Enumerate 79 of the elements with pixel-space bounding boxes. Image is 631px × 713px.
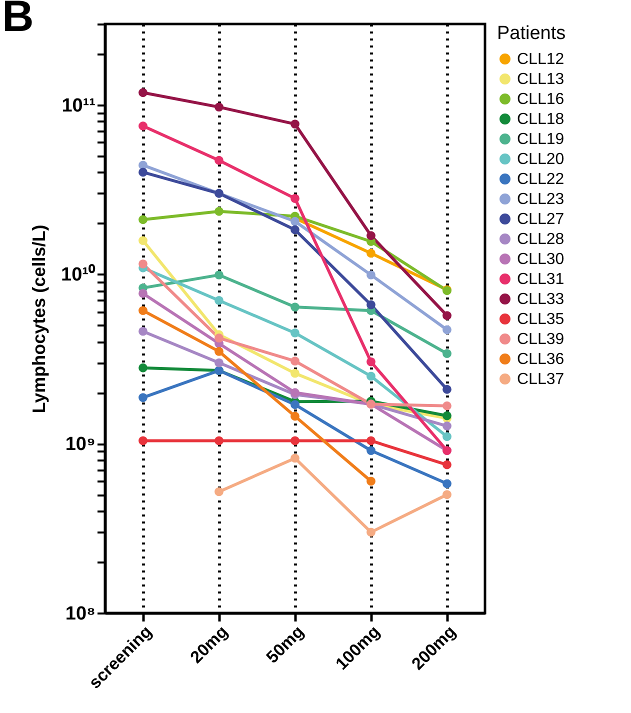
point — [442, 460, 452, 470]
point — [290, 412, 300, 421]
point — [214, 102, 224, 112]
point — [366, 528, 376, 537]
point — [214, 156, 224, 165]
legend-label: CLL13 — [517, 71, 564, 88]
text: B — [2, 0, 34, 42]
point — [214, 436, 224, 446]
point — [290, 356, 300, 366]
point — [138, 168, 148, 177]
point — [290, 194, 300, 203]
point — [442, 422, 452, 430]
point — [290, 328, 300, 338]
legend-label: CLL27 — [517, 211, 564, 228]
point — [138, 259, 148, 268]
legend-label: CLL35 — [517, 311, 564, 328]
point — [214, 334, 224, 342]
point — [290, 400, 300, 410]
point — [290, 216, 300, 226]
point — [214, 346, 224, 356]
point — [366, 357, 376, 366]
point — [214, 487, 224, 496]
point — [442, 325, 452, 334]
point — [442, 432, 452, 442]
point — [138, 436, 148, 446]
point — [442, 311, 452, 320]
point — [214, 206, 224, 216]
point — [138, 88, 148, 98]
point — [366, 270, 376, 280]
legend-label: CLL39 — [517, 331, 564, 348]
legend-label: CLL33 — [517, 291, 564, 308]
y-tick-label: 10⁹ — [65, 434, 96, 456]
point — [442, 479, 452, 488]
point — [290, 225, 300, 234]
legend-label: CLL20 — [517, 151, 564, 168]
y-tick-label: 10¹⁰ — [61, 264, 96, 286]
y-tick-label: 10¹¹ — [62, 95, 96, 116]
point — [366, 300, 376, 310]
point — [366, 476, 376, 486]
point — [138, 215, 148, 224]
point — [214, 296, 224, 305]
point — [442, 384, 452, 394]
y-tick-label: 10⁸ — [65, 604, 96, 624]
legend-label: CLL23 — [517, 191, 564, 208]
point — [138, 363, 148, 372]
point — [366, 248, 376, 258]
point — [366, 231, 376, 240]
point — [138, 122, 148, 130]
point — [366, 372, 376, 381]
point — [366, 446, 376, 456]
legend-label: CLL22 — [517, 171, 564, 188]
point — [290, 436, 300, 446]
legend-label: CLL19 — [517, 131, 564, 148]
legend-label: CLL37 — [517, 371, 564, 388]
legend-label: CLL30 — [517, 251, 564, 268]
legend-label: CLL16 — [517, 91, 564, 108]
point — [290, 120, 300, 129]
legend-label: CLL28 — [517, 231, 564, 248]
legend-label: CLL36 — [517, 351, 564, 368]
point — [214, 358, 224, 368]
point — [366, 436, 376, 446]
legend-label: CLL12 — [517, 51, 564, 68]
point — [138, 288, 148, 298]
point — [214, 270, 224, 280]
point — [442, 490, 452, 500]
point — [290, 368, 300, 378]
legend-label: CLL18 — [517, 111, 564, 128]
legend-title: Patients — [497, 23, 566, 44]
point — [290, 302, 300, 312]
point — [442, 349, 452, 358]
legend-label: CLL31 — [517, 271, 564, 288]
y-axis-title: Lymphocytes (cells/L) — [29, 224, 50, 414]
point — [442, 401, 452, 410]
point — [442, 411, 452, 420]
point — [290, 454, 300, 463]
point — [138, 236, 148, 246]
point — [138, 326, 148, 336]
point — [138, 393, 148, 402]
point — [138, 306, 148, 316]
